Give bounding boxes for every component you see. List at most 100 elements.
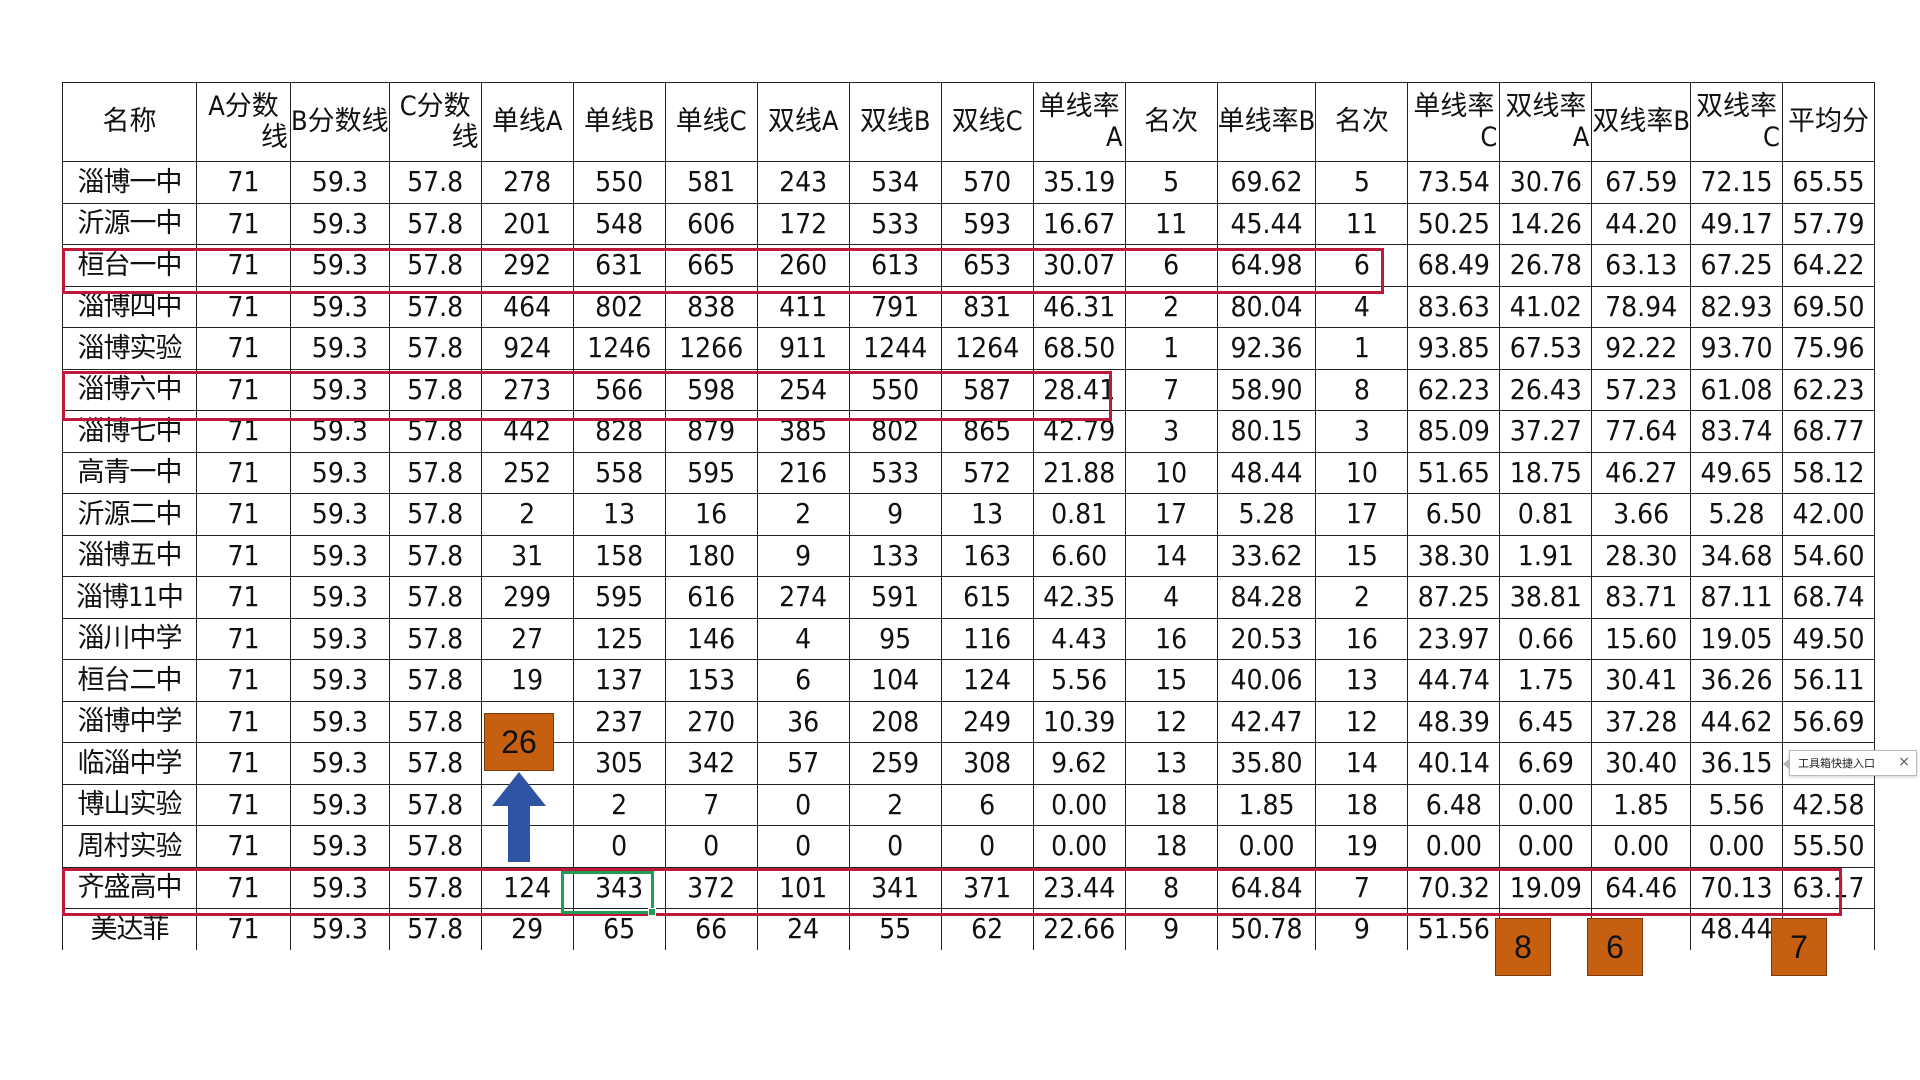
table-cell[interactable]: 37.27 <box>1499 410 1593 453</box>
table-cell[interactable]: 5.28 <box>1690 493 1784 536</box>
table-cell[interactable]: 58.90 <box>1216 368 1317 411</box>
table-cell[interactable]: 0.00 <box>1690 825 1784 868</box>
school-name-cell[interactable]: 高青一中 <box>62 451 197 494</box>
table-cell[interactable]: 6.45 <box>1499 700 1593 743</box>
table-cell[interactable]: 137 <box>572 659 666 702</box>
column-header[interactable]: 双线率 A <box>1499 82 1593 162</box>
table-cell[interactable]: 59.3 <box>290 700 390 743</box>
column-header[interactable]: 单线C <box>664 82 758 162</box>
table-cell[interactable]: 71 <box>196 659 291 702</box>
table-cell[interactable]: 64.46 <box>1591 866 1692 909</box>
table-cell[interactable]: 172 <box>756 202 850 245</box>
table-cell[interactable]: 59.3 <box>290 493 390 536</box>
column-header[interactable]: 双线A <box>756 82 850 162</box>
table-cell[interactable]: 42.79 <box>1032 410 1126 453</box>
school-name-cell[interactable]: 桓台一中 <box>62 244 197 287</box>
table-cell[interactable]: 616 <box>664 576 758 619</box>
column-header[interactable]: 双线率 C <box>1690 82 1784 162</box>
table-cell[interactable]: 18 <box>1315 783 1409 826</box>
table-cell[interactable]: 68.77 <box>1782 410 1876 453</box>
table-cell[interactable]: 62.23 <box>1407 368 1501 411</box>
table-cell[interactable]: 12 <box>1124 700 1218 743</box>
table-cell[interactable]: 566 <box>572 368 666 411</box>
table-cell[interactable]: 23.97 <box>1407 617 1501 660</box>
table-cell[interactable]: 5.56 <box>1032 659 1126 702</box>
column-header[interactable]: 双线C <box>940 82 1034 162</box>
table-cell[interactable]: 62.23 <box>1782 368 1876 411</box>
table-cell[interactable]: 45.44 <box>1216 202 1317 245</box>
column-header[interactable]: 单线A <box>480 82 574 162</box>
table-cell[interactable]: 14 <box>1315 742 1409 785</box>
school-name-cell[interactable]: 淄博七中 <box>62 410 197 453</box>
table-cell[interactable]: 252 <box>480 451 574 494</box>
table-cell[interactable]: 59.3 <box>290 202 390 245</box>
table-cell[interactable]: 2 <box>1124 285 1218 328</box>
table-cell[interactable]: 18 <box>1124 825 1218 868</box>
table-cell[interactable]: 40.14 <box>1407 742 1501 785</box>
column-header[interactable]: 单线率 A <box>1032 82 1126 162</box>
table-cell[interactable]: 57.8 <box>388 576 482 619</box>
table-cell[interactable]: 78.94 <box>1591 285 1692 328</box>
table-cell[interactable]: 464 <box>480 285 574 328</box>
table-cell[interactable]: 8 <box>1315 368 1409 411</box>
table-cell[interactable]: 0.81 <box>1032 493 1126 536</box>
table-cell[interactable]: 49.17 <box>1690 202 1784 245</box>
table-cell[interactable]: 9 <box>848 493 942 536</box>
column-header[interactable]: 单线率 C <box>1407 82 1501 162</box>
table-cell[interactable]: 59.3 <box>290 244 390 287</box>
table-cell[interactable]: 3 <box>1315 410 1409 453</box>
table-cell[interactable]: 22.66 <box>1032 908 1126 950</box>
table-cell[interactable]: 341 <box>848 866 942 909</box>
table-cell[interactable]: 4 <box>1124 576 1218 619</box>
table-cell[interactable]: 7 <box>1315 866 1409 909</box>
table-cell[interactable]: 1264 <box>940 327 1034 370</box>
table-cell[interactable]: 411 <box>756 285 850 328</box>
table-cell[interactable]: 71 <box>196 908 291 950</box>
table-cell[interactable]: 62 <box>940 908 1034 950</box>
table-cell[interactable]: 0 <box>756 783 850 826</box>
table-cell[interactable]: 802 <box>848 410 942 453</box>
school-name-cell[interactable]: 淄博一中 <box>62 161 197 204</box>
table-cell[interactable]: 343 <box>572 866 666 909</box>
toolbox-shortcut-tooltip[interactable]: 工具箱快捷入口 × <box>1783 750 1917 776</box>
table-cell[interactable]: 572 <box>940 451 1034 494</box>
table-cell[interactable]: 71 <box>196 617 291 660</box>
table-cell[interactable]: 570 <box>940 161 1034 204</box>
table-cell[interactable]: 59.3 <box>290 534 390 577</box>
table-cell[interactable]: 92.36 <box>1216 327 1317 370</box>
table-cell[interactable]: 17 <box>1124 493 1218 536</box>
table-cell[interactable]: 63.17 <box>1782 866 1876 909</box>
table-cell[interactable]: 124 <box>940 659 1034 702</box>
table-cell[interactable]: 5 <box>1124 161 1218 204</box>
table-cell[interactable]: 57.8 <box>388 783 482 826</box>
table-cell[interactable]: 591 <box>848 576 942 619</box>
table-cell[interactable]: 924 <box>480 327 574 370</box>
table-cell[interactable]: 6.60 <box>1032 534 1126 577</box>
table-cell[interactable]: 19.05 <box>1690 617 1784 660</box>
table-cell[interactable]: 42.35 <box>1032 576 1126 619</box>
table-cell[interactable]: 50.25 <box>1407 202 1501 245</box>
table-cell[interactable]: 28.41 <box>1032 368 1126 411</box>
table-cell[interactable]: 71 <box>196 534 291 577</box>
table-cell[interactable]: 180 <box>664 534 758 577</box>
table-cell[interactable]: 72.15 <box>1690 161 1784 204</box>
table-cell[interactable]: 0.81 <box>1499 493 1593 536</box>
table-cell[interactable]: 1 <box>1315 327 1409 370</box>
table-cell[interactable]: 42.00 <box>1782 493 1876 536</box>
table-cell[interactable]: 10.39 <box>1032 700 1126 743</box>
table-cell[interactable]: 237 <box>572 700 666 743</box>
table-cell[interactable]: 550 <box>848 368 942 411</box>
table-cell[interactable]: 14 <box>1124 534 1218 577</box>
school-name-cell[interactable]: 沂源二中 <box>62 493 197 536</box>
column-header[interactable]: B分数线 <box>290 82 390 162</box>
table-cell[interactable]: 208 <box>848 700 942 743</box>
table-cell[interactable]: 5 <box>1315 161 1409 204</box>
table-cell[interactable]: 57.8 <box>388 368 482 411</box>
table-cell[interactable]: 7 <box>664 783 758 826</box>
table-cell[interactable]: 911 <box>756 327 850 370</box>
table-cell[interactable]: 71 <box>196 576 291 619</box>
table-cell[interactable]: 55.50 <box>1782 825 1876 868</box>
table-cell[interactable]: 20.53 <box>1216 617 1317 660</box>
table-cell[interactable]: 71 <box>196 410 291 453</box>
table-cell[interactable]: 1.85 <box>1591 783 1692 826</box>
